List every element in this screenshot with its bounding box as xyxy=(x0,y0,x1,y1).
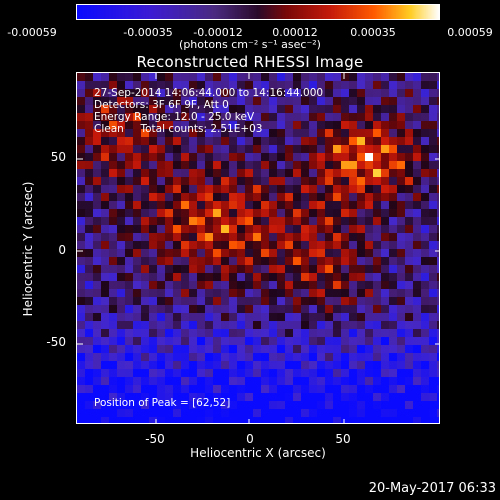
y-tick-label: 50 xyxy=(50,150,66,164)
colorbar-tick: -0.00035 xyxy=(123,26,173,39)
colorbar-tick: 0.00012 xyxy=(272,26,318,39)
colorbar xyxy=(76,4,440,20)
x-axis-label: Heliocentric X (arcsec) xyxy=(190,446,326,460)
x-tick-label: -50 xyxy=(145,432,165,446)
colorbar-tick: 0.00035 xyxy=(350,26,396,39)
image-title: Reconstructed RHESSI Image xyxy=(136,53,364,71)
y-tick-label: 0 xyxy=(58,243,66,257)
x-tick-label: 50 xyxy=(335,432,351,446)
x-tick-label: 0 xyxy=(246,432,254,446)
info-energy-range: Energy Range: 12.0 - 25.0 keV xyxy=(94,111,255,123)
colorbar-tick: -0.00012 xyxy=(193,26,243,39)
y-tick-label: -50 xyxy=(46,335,66,349)
reconstructed-image xyxy=(76,72,440,424)
datestamp: 20-May-2017 06:33 xyxy=(368,481,496,496)
colorbar-unit: (photons cm⁻² s⁻¹ asec⁻²) xyxy=(179,38,321,51)
y-axis-label: Heliocentric Y (arcsec) xyxy=(21,181,35,317)
info-detectors: Detectors: 3F 6F 9F, Att 0 xyxy=(94,99,229,111)
info-clean-counts: Clean Total counts: 2.51E+03 xyxy=(94,123,263,135)
colorbar-tick: -0.00059 xyxy=(7,26,57,39)
heatmap-canvas xyxy=(77,73,439,423)
colorbar-tick: 0.00059 xyxy=(447,26,493,39)
info-time-range: 27-Sep-2014 14:06:44.000 to 14:16:44.000 xyxy=(94,87,324,99)
peak-position: Position of Peak = [62,52] xyxy=(94,397,231,409)
